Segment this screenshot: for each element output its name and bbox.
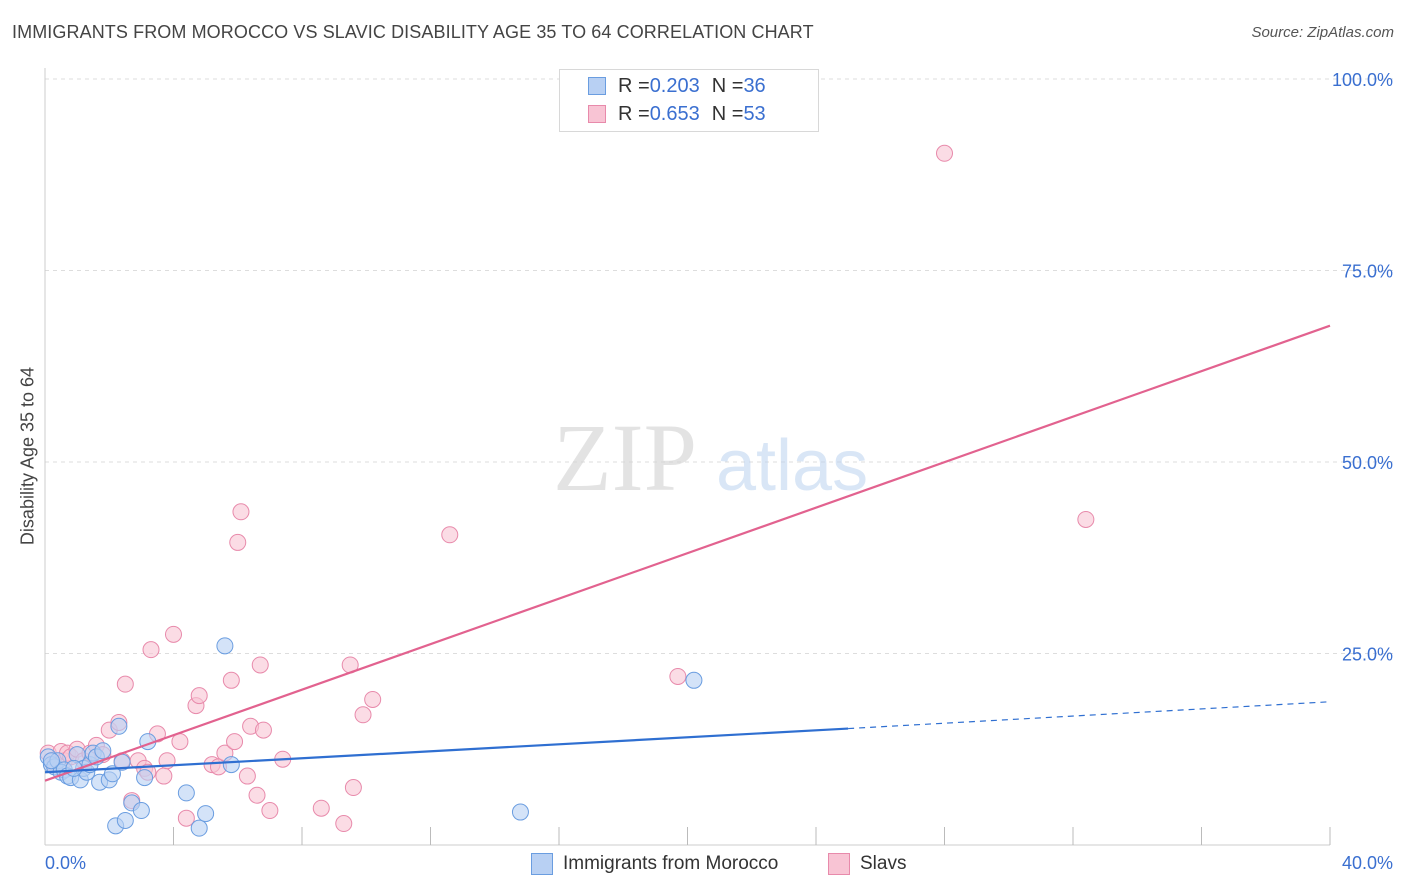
slavs-point: [229, 533, 247, 551]
slavs-point: [936, 144, 953, 162]
slavs-point: [155, 767, 173, 785]
watermark-atlas: atlas: [716, 426, 868, 506]
slavs-point: [344, 779, 362, 797]
slavs-point: [251, 656, 269, 674]
bottom-legend-morocco: Immigrants from Morocco: [531, 852, 778, 876]
morocco-point: [685, 671, 703, 689]
slavs-point: [222, 671, 240, 689]
legend-r-value: 0.203: [649, 74, 700, 97]
slavs-point: [261, 802, 279, 820]
morocco-point: [116, 811, 134, 829]
trend-lines: [44, 324, 1331, 782]
morocco-trendline: [44, 727, 849, 774]
slavs-trendline: [44, 324, 1331, 782]
legend-row-morocco: R = 0.203 N = 36: [588, 74, 766, 98]
slavs-point: [142, 641, 160, 659]
morocco-point: [42, 752, 60, 770]
morocco-point: [216, 637, 234, 655]
grid-lines: [45, 78, 1395, 654]
y-tick-label: 25.0%: [1342, 645, 1393, 665]
morocco-point: [190, 819, 208, 837]
slavs-point: [441, 526, 459, 544]
x-tick-label: 0.0%: [45, 853, 86, 873]
watermark-zip: ZIP: [553, 404, 697, 511]
slavs-point: [312, 799, 330, 817]
chart-title: IMMIGRANTS FROM MOROCCO VS SLAVIC DISABI…: [12, 22, 814, 42]
slavs-point: [226, 733, 244, 751]
legend-r-label: R =: [618, 74, 650, 97]
legend-r-value: 0.653: [649, 102, 700, 125]
morocco-points: [39, 637, 703, 837]
slavs-point: [238, 767, 256, 785]
morocco-point: [94, 742, 112, 760]
bottom-legend-label-slavs: Slavs: [860, 853, 907, 874]
slavs-point: [190, 687, 208, 705]
legend-swatch-slavs: [588, 105, 606, 123]
legend-swatch-morocco: [588, 77, 606, 95]
slavs-point: [254, 721, 272, 739]
y-tick-label: 100.0%: [1332, 70, 1393, 90]
tick-labels: 100.0% 75.0% 50.0% 25.0% 0.0% 40.0%: [45, 70, 1393, 873]
morocco-point: [511, 803, 529, 821]
slavs-point: [1077, 510, 1095, 528]
bottom-legend-swatch-morocco: [531, 853, 553, 875]
slavs-point: [364, 690, 382, 708]
legend-r-label: R =: [618, 102, 650, 125]
slavs-point: [669, 667, 687, 685]
y-tick-label: 75.0%: [1342, 262, 1393, 282]
morocco-trendline-projection: [848, 701, 1331, 730]
slavs-point: [354, 706, 372, 724]
bottom-legend-label-morocco: Immigrants from Morocco: [563, 853, 779, 874]
slavs-point: [165, 625, 182, 643]
slavs-point: [335, 815, 353, 833]
morocco-point: [132, 802, 150, 820]
bottom-legend-slavs: Slavs: [828, 852, 906, 876]
chart-source: Source: ZipAtlas.com: [1251, 24, 1394, 41]
bottom-legend-swatch-slavs: [828, 853, 850, 875]
morocco-point: [110, 717, 128, 735]
y-tick-label: 50.0%: [1342, 453, 1393, 473]
morocco-point: [177, 784, 195, 802]
slavs-point: [248, 786, 266, 804]
correlation-legend: R = 0.203 N = 36 R = 0.653 N = 53: [559, 69, 819, 132]
slavs-point: [116, 675, 134, 693]
slavs-point: [232, 503, 250, 521]
axes: [44, 68, 1331, 846]
slavs-point: [177, 809, 195, 827]
morocco-point: [222, 756, 240, 774]
morocco-point: [197, 805, 215, 823]
legend-n-label: N =: [711, 102, 744, 125]
legend-n-label: N =: [711, 74, 744, 97]
legend-n-value: 36: [743, 74, 766, 97]
morocco-point: [136, 769, 154, 787]
legend-n-value: 53: [743, 102, 766, 125]
x-tick-label: 40.0%: [1342, 853, 1393, 873]
legend-row-slavs: R = 0.653 N = 53: [588, 102, 766, 126]
